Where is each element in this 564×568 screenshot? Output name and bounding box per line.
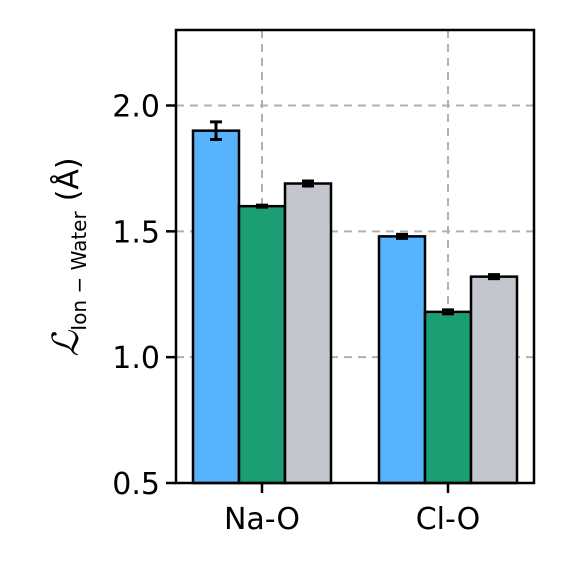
x-tick-label: Na-O bbox=[224, 502, 300, 537]
y-axis-label: ℒIon − Water (Å) bbox=[46, 157, 91, 356]
bar bbox=[237, 204, 287, 485]
bar bbox=[469, 275, 519, 485]
plot-frame bbox=[174, 28, 536, 485]
y-ticks: 0.5 1.0 1.5 2.0 bbox=[112, 90, 176, 502]
y-axis-label-main: ℒ bbox=[46, 330, 87, 357]
bar bbox=[377, 235, 427, 485]
y-axis-label-sub: Ion − Water bbox=[67, 211, 91, 331]
y-tick-label: 0.5 bbox=[112, 467, 160, 502]
x-ticks: Na-O Cl-O bbox=[224, 483, 480, 537]
y-tick-label: 1.0 bbox=[112, 341, 160, 376]
bar bbox=[191, 129, 241, 485]
y-axis-label-unit: (Å) bbox=[50, 157, 86, 201]
bar bbox=[423, 310, 473, 485]
bar bbox=[283, 182, 333, 485]
x-tick-label: Cl-O bbox=[416, 502, 481, 537]
bars bbox=[191, 129, 519, 485]
y-tick-label: 1.5 bbox=[112, 215, 160, 250]
error-bars bbox=[210, 120, 500, 316]
y-tick-label: 2.0 bbox=[112, 90, 160, 125]
